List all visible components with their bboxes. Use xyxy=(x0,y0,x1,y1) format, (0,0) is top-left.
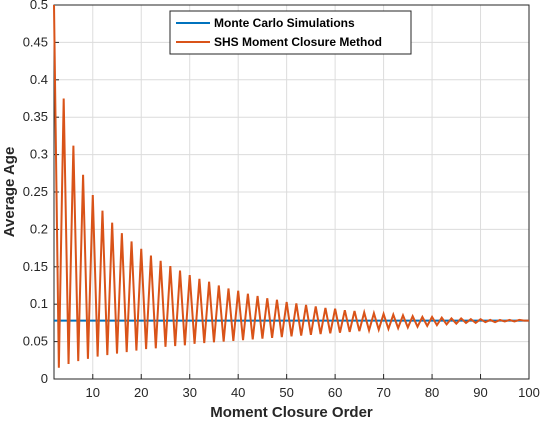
y-tick-label: 0.5 xyxy=(30,0,48,12)
y-tick-label: 0.35 xyxy=(23,109,48,124)
y-tick-label: 0 xyxy=(41,371,48,386)
series-layer xyxy=(53,4,529,368)
legend-box xyxy=(169,10,412,55)
y-tick-label: 0.45 xyxy=(23,34,48,49)
shs-series-line xyxy=(53,4,529,368)
y-tick-label: 0.1 xyxy=(30,296,48,311)
y-tick-label: 0.3 xyxy=(30,147,48,162)
x-tick-label: 60 xyxy=(328,385,342,400)
x-tick-label: 100 xyxy=(518,385,540,400)
legend-label-monte-carlo: Monte Carlo Simulations xyxy=(214,16,355,30)
x-tick-label: 90 xyxy=(473,385,487,400)
axes: 0 0.05 0.1 0.15 0.2 0.25 0.3 0.35 0.4 0.45 0.5 10 20… xyxy=(23,0,540,400)
x-axis-label: Moment Closure Order xyxy=(210,404,373,421)
x-tick-label: 80 xyxy=(425,385,439,400)
x-tick-label: 10 xyxy=(86,385,100,400)
legend: Monte Carlo Simulations SHS Moment Closu… xyxy=(169,10,412,55)
y-axis-label: Average Age xyxy=(1,147,18,238)
y-tick-label: 0.05 xyxy=(23,334,48,349)
x-tick-label: 30 xyxy=(182,385,196,400)
x-tick-label: 70 xyxy=(376,385,390,400)
y-tick-label: 0.4 xyxy=(30,72,48,87)
y-tick-label: 0.25 xyxy=(23,184,48,199)
legend-label-shs: SHS Moment Closure Method xyxy=(214,35,382,49)
x-tick-label: 40 xyxy=(231,385,245,400)
y-tick-label: 0.2 xyxy=(30,221,48,236)
x-tick-label: 20 xyxy=(134,385,148,400)
y-tick-label: 0.15 xyxy=(23,259,48,274)
x-tick-label: 50 xyxy=(279,385,293,400)
